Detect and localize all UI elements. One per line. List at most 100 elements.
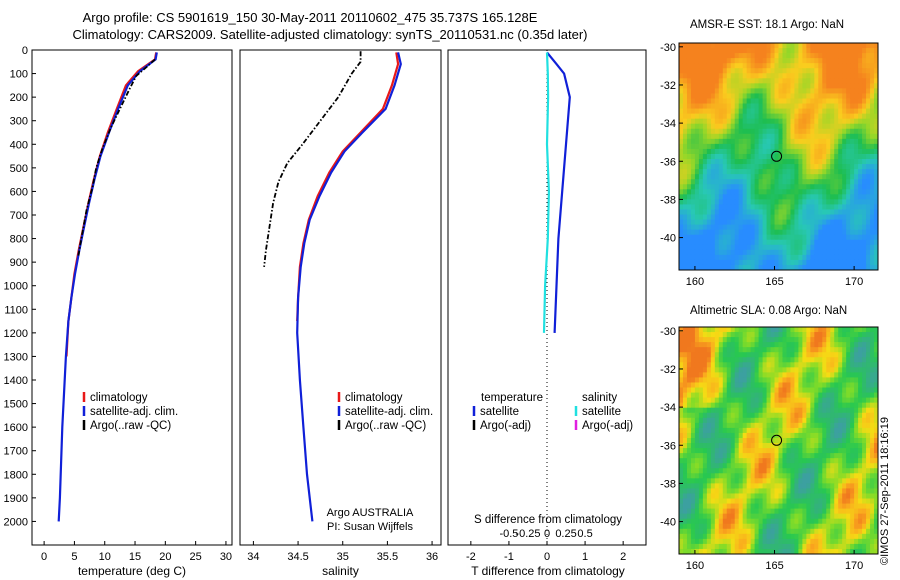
sst-lat-tick-label: -32 — [660, 80, 676, 92]
sal-tick-label: 36 — [426, 551, 438, 563]
sst-map-title: AMSR-E SST: 18.1 Argo: NaN — [690, 19, 845, 31]
climatology-subtitle: Climatology: CARS2009. Satellite-adjuste… — [72, 27, 588, 42]
depth-tick-label: 800 — [10, 234, 28, 246]
sal-legend-item: Argo(..raw -QC) — [345, 420, 426, 432]
series-line-0-0 — [65, 52, 158, 357]
depth-tick-label: 0 — [22, 45, 28, 57]
sdiff-tick-label: 0 — [544, 528, 550, 540]
series-line-2-0 — [546, 51, 571, 333]
temp-legend-item: climatology — [90, 392, 148, 404]
series-line-0-1 — [57, 52, 158, 522]
tdiff-legend-header: temperature — [481, 392, 543, 404]
temp-tick-label: 5 — [71, 551, 77, 563]
tdiff-tick-label: 2 — [620, 551, 626, 563]
temp-legend-item: Argo(..raw -QC) — [90, 420, 171, 432]
depth-tick-label: 400 — [10, 139, 28, 151]
sla-map-title: Altimetric SLA: 0.08 Argo: NaN — [690, 305, 848, 317]
sla-lat-tick-label: -36 — [660, 440, 676, 452]
tdiff-axis-label: T difference from climatology — [471, 564, 625, 578]
depth-tick-label: 1400 — [4, 375, 28, 387]
sal-tick-label: 35.5 — [377, 551, 398, 563]
depth-tick-label: 700 — [10, 210, 28, 222]
sal-axis-label: salinity — [322, 564, 359, 578]
tdiff-legend-item: Argo(-adj) — [480, 420, 531, 432]
sla-lon-tick-label: 170 — [845, 560, 863, 572]
sst-map-field — [679, 43, 879, 271]
depth-tick-label: 1600 — [4, 422, 28, 434]
tdiff-legend-item: satellite — [480, 406, 519, 418]
sst-lon-tick-label: 170 — [845, 276, 863, 288]
depth-tick-label: 1700 — [4, 446, 28, 458]
sst-lat-tick-label: -34 — [660, 118, 676, 130]
sst-lon-tick-label: 160 — [686, 276, 704, 288]
temp-tick-label: 25 — [190, 551, 202, 563]
depth-tick-label: 100 — [10, 69, 28, 81]
series-line-1-2 — [263, 51, 362, 267]
sdiff-legend-item: satellite — [582, 406, 621, 418]
depth-tick-label: 900 — [10, 257, 28, 269]
tdiff-tick-label: -1 — [504, 551, 514, 563]
sdiff-tick-label: 0.5 — [577, 528, 592, 540]
sst-lat-tick-label: -30 — [660, 42, 676, 54]
sal-tick-label: 35 — [337, 551, 349, 563]
series-line-1-0 — [296, 52, 400, 322]
sdiff-tick-label: 0.25 — [555, 528, 576, 540]
panel-frame-0 — [31, 49, 233, 546]
depth-tick-label: 1900 — [4, 493, 28, 505]
temp-tick-label: 0 — [41, 551, 47, 563]
float-owner-label: Argo AUSTRALIA — [327, 507, 414, 519]
sla-float-marker — [771, 434, 783, 446]
series-line-0-2 — [77, 58, 156, 258]
sdiff-tick-label: -0.25 — [515, 528, 540, 540]
sdiff-axis-label: S difference from climatology — [474, 514, 622, 526]
sla-lat-tick-label: -34 — [660, 402, 676, 414]
tdiff-tick-label: 1 — [582, 551, 588, 563]
temp-tick-label: 20 — [159, 551, 171, 563]
sst-lat-tick-label: -36 — [660, 156, 676, 168]
depth-tick-label: 200 — [10, 92, 28, 104]
sla-lat-tick-label: -30 — [660, 326, 676, 338]
depth-tick-label: 1500 — [4, 399, 28, 411]
series-line-2-2 — [542, 52, 551, 333]
sst-lon-tick-label: 165 — [765, 276, 783, 288]
depth-tick-label: 1100 — [4, 304, 28, 316]
sla-lon-tick-label: 160 — [686, 560, 704, 572]
temp-axis-label: temperature (deg C) — [78, 564, 186, 578]
temp-tick-label: 15 — [129, 551, 141, 563]
temp-legend-item: satellite-adj. clim. — [90, 406, 178, 418]
depth-tick-label: 300 — [10, 116, 28, 128]
sal-tick-label: 34 — [247, 551, 259, 563]
depth-tick-label: 1200 — [4, 328, 28, 340]
depth-tick-label: 500 — [10, 163, 28, 175]
pi-name-label: PI: Susan Wijffels — [327, 521, 413, 533]
series-line-1-1 — [296, 52, 402, 522]
sla-map-frame — [678, 326, 879, 555]
sal-tick-label: 34.5 — [287, 551, 308, 563]
depth-tick-label: 1800 — [4, 469, 28, 481]
temp-tick-label: 10 — [99, 551, 111, 563]
sla-lon-tick-label: 165 — [765, 560, 783, 572]
depth-tick-label: 1000 — [4, 281, 28, 293]
profile-title: Argo profile: CS 5901619_150 30-May-2011… — [82, 10, 538, 25]
sst-lat-tick-label: -40 — [660, 233, 676, 245]
sdiff-legend-item: Argo(-adj) — [582, 420, 633, 432]
sst-float-marker — [771, 150, 783, 162]
panel-frame-1 — [239, 49, 442, 546]
sal-legend-item: satellite-adj. clim. — [345, 406, 433, 418]
depth-tick-label: 1300 — [4, 351, 28, 363]
sla-lat-tick-label: -40 — [660, 517, 676, 529]
tdiff-tick-label: -2 — [466, 551, 476, 563]
tdiff-tick-label: 0 — [544, 551, 550, 563]
sla-lat-tick-label: -32 — [660, 364, 676, 376]
sla-map-field — [679, 327, 879, 555]
sst-map-frame — [678, 42, 879, 271]
sla-lat-tick-label: -38 — [660, 478, 676, 490]
temp-tick-label: 30 — [220, 551, 232, 563]
sal-legend-item: climatology — [345, 392, 403, 404]
sst-lat-tick-label: -38 — [660, 194, 676, 206]
depth-tick-label: 2000 — [4, 516, 28, 528]
depth-tick-label: 600 — [10, 186, 28, 198]
sdiff-legend-header: salinity — [582, 392, 617, 404]
sdiff-tick-label: -0.5 — [499, 528, 518, 540]
